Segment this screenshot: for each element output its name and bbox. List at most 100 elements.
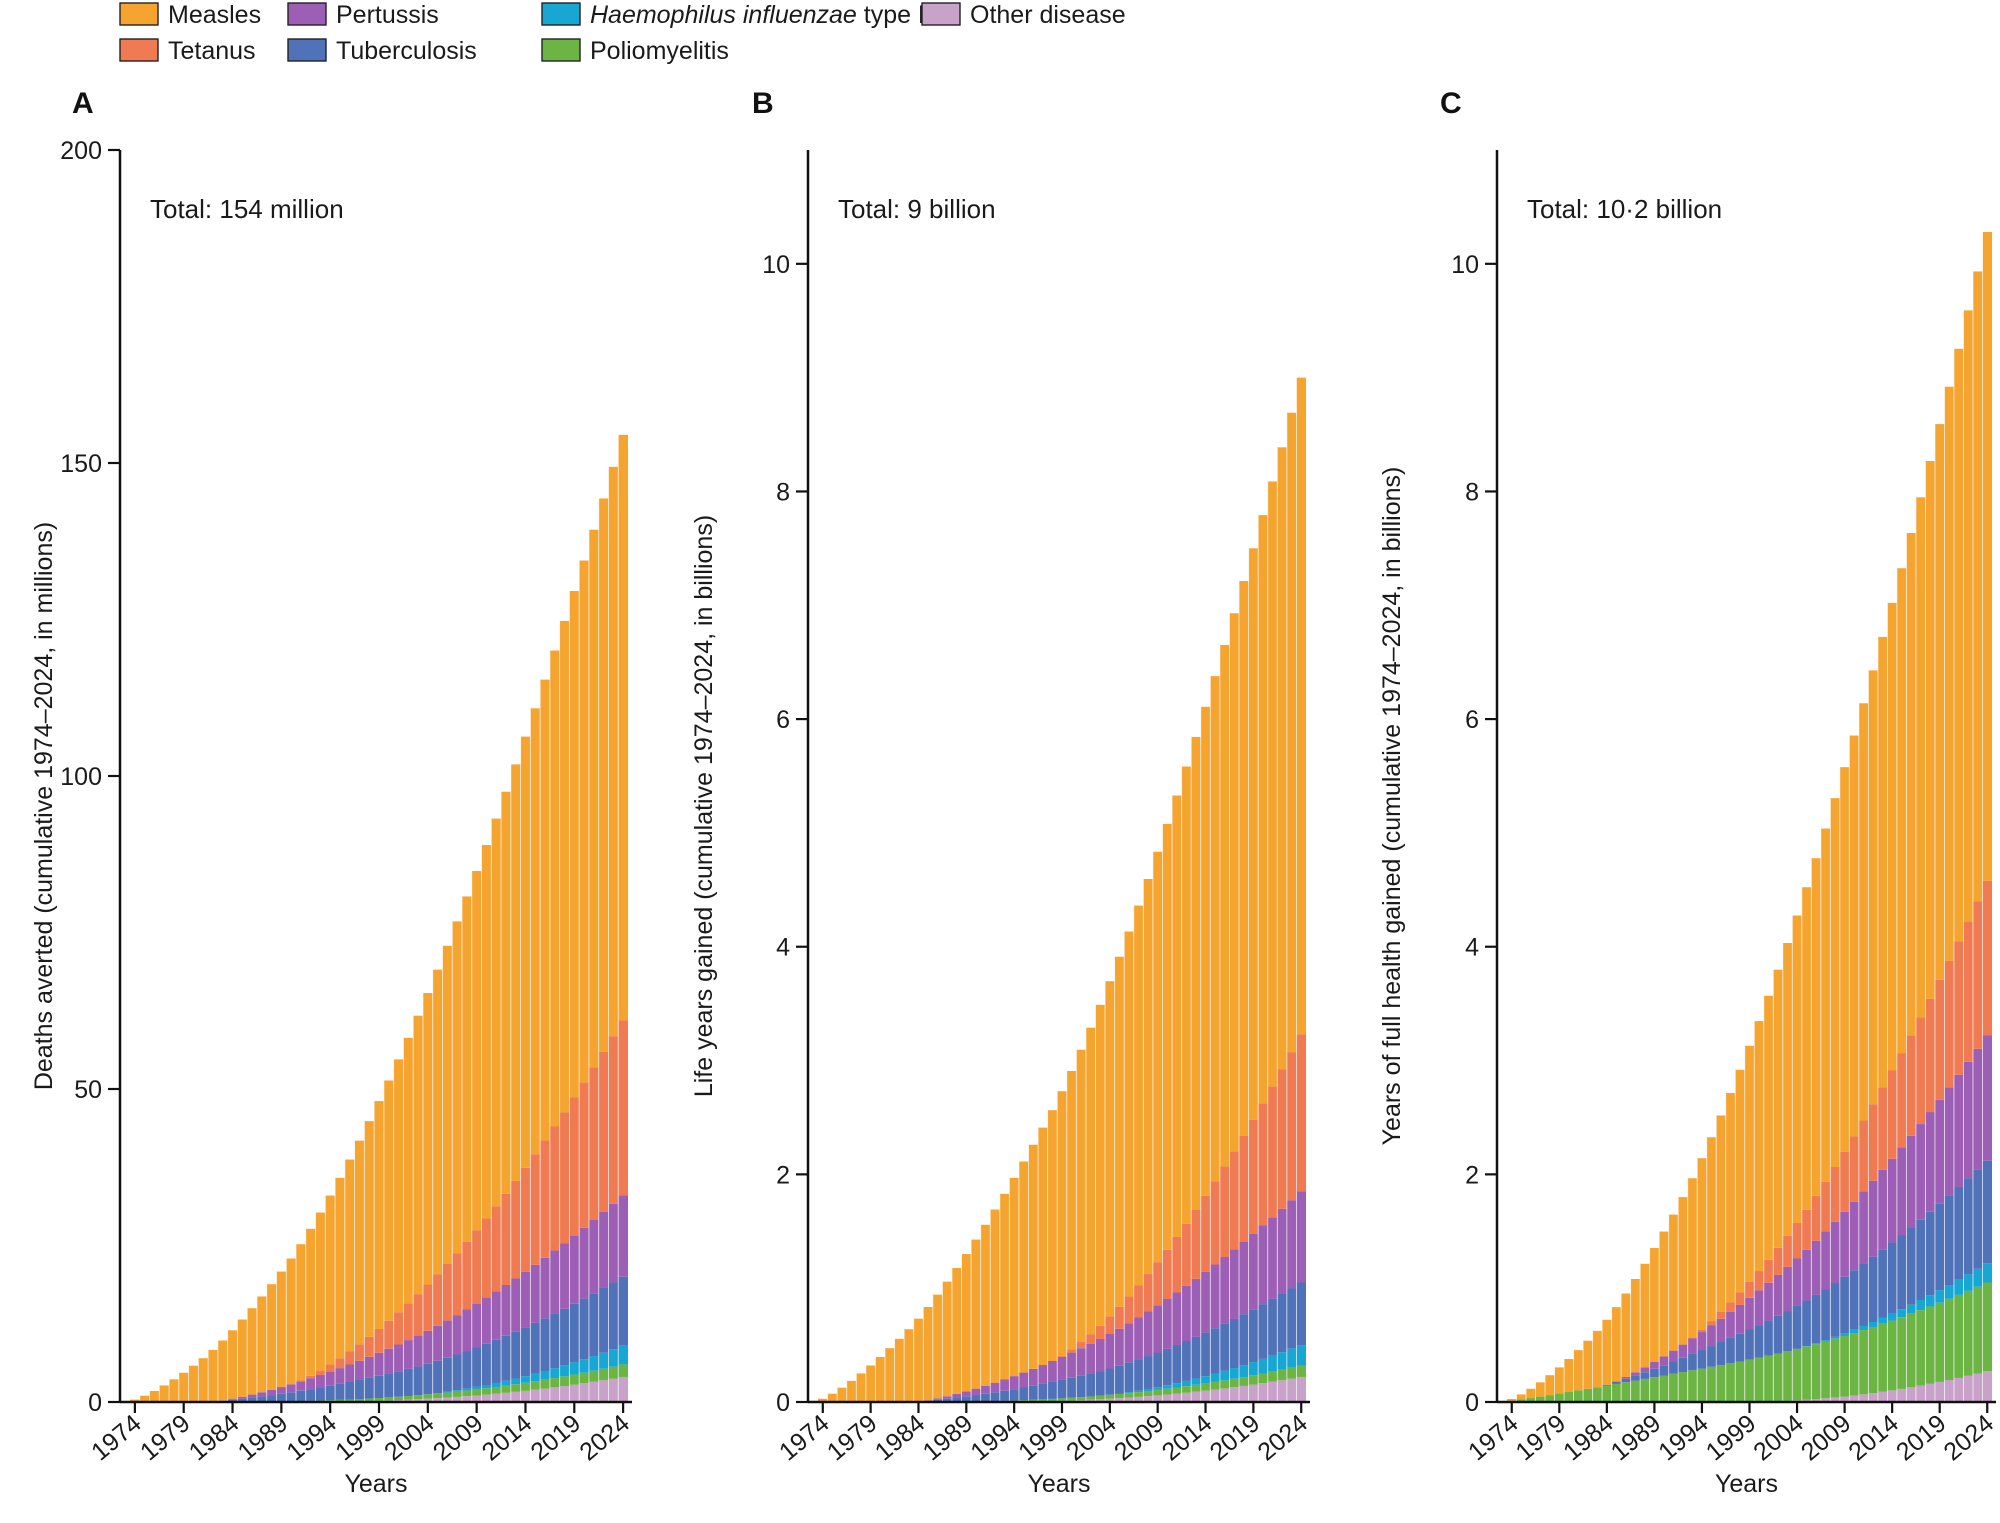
y-tick-label: 4: [1465, 934, 1479, 962]
bar-segment-polio-1997: [354, 1399, 365, 1402]
bar-segment-hib-2011: [1172, 1383, 1182, 1388]
bar-segment-measles-2018: [559, 620, 570, 1113]
x-tick-label: 1979: [822, 1409, 883, 1466]
bar-segment-measles-2021: [1953, 348, 1964, 942]
bar-segment-tuberculosis-2018: [1925, 1211, 1935, 1296]
bar-segment-tuberculosis-2009: [1839, 1276, 1850, 1334]
bar-segment-polio-2010: [481, 1388, 492, 1395]
bar-segment-tetanus-2014: [1887, 1070, 1897, 1159]
bar-segment-measles-2007: [452, 921, 462, 1254]
bar-segment-tetanus-2009: [471, 1230, 482, 1304]
bar-segment-tetanus-2001: [393, 1312, 404, 1345]
bar-segment-other-2011: [1172, 1393, 1182, 1402]
bar-segment-polio-2018: [1239, 1377, 1249, 1386]
bar-segment-measles-2000: [1754, 1021, 1764, 1272]
bar-segment-polio-2001: [1763, 1355, 1774, 1402]
bar-segment-tuberculosis-2021: [1267, 1298, 1278, 1356]
bar-segment-polio-2000: [1754, 1357, 1764, 1402]
bar-segment-polio-1986: [1621, 1382, 1631, 1402]
bar-segment-measles-2024: [618, 434, 628, 1021]
bar-segment-pertussis-2012: [1868, 1180, 1878, 1257]
bar-segment-hib-2024: [1296, 1345, 1306, 1366]
x-tick-label: 2024: [574, 1409, 635, 1466]
bar-segment-measles-1988: [266, 1284, 277, 1390]
bar-segment-measles-2017: [1915, 497, 1926, 1018]
bar-segment-measles-1996: [344, 1159, 355, 1352]
bar-segment-tuberculosis-2017: [1915, 1219, 1926, 1301]
bar-segment-polio-2002: [403, 1396, 414, 1400]
bar-segment-tetanus-2004: [1105, 1316, 1115, 1334]
legend-label-other: Other disease: [970, 1, 1126, 29]
bar-segment-tetanus-2020: [579, 1082, 589, 1228]
x-tick-label: 2009: [428, 1409, 489, 1466]
total-annotation-A: Total: 154 million: [150, 194, 344, 224]
bar-segment-measles-1995: [1018, 1161, 1029, 1373]
bar-segment-tetanus-2024: [618, 1020, 628, 1196]
bar-segment-measles-2004: [1792, 915, 1802, 1223]
bar-segment-other-2006: [1811, 1399, 1821, 1402]
bar-segment-pertussis-2022: [598, 1211, 609, 1288]
bar-segment-other-2012: [1181, 1392, 1192, 1402]
bar-segment-polio-2013: [1191, 1384, 1201, 1392]
bar-segment-pertussis-1998: [1047, 1361, 1058, 1382]
bar-segment-tetanus-2009: [1152, 1262, 1163, 1306]
bar-segment-measles-1987: [1630, 1278, 1641, 1373]
x-tick-label: 1984: [1558, 1409, 1619, 1466]
bar-segment-measles-1990: [286, 1258, 296, 1385]
bar-segment-tetanus-2023: [1972, 901, 1983, 1049]
bar-segment-pertussis-2016: [1906, 1135, 1916, 1228]
bar-segment-hib-2016: [1906, 1304, 1916, 1314]
bar-segment-tuberculosis-2019: [1934, 1203, 1945, 1291]
bar-segment-polio-2018: [559, 1376, 570, 1387]
bar-segment-measles-2001: [1076, 1049, 1086, 1343]
bar-segment-polio-2017: [1229, 1378, 1240, 1388]
bar-segment-pertussis-1992: [1678, 1344, 1688, 1358]
bar-segment-measles-1989: [276, 1271, 287, 1388]
bar-segment-other-2022: [1963, 1375, 1973, 1402]
bar-segment-tetanus-2012: [501, 1193, 511, 1286]
bar-segment-measles-1993: [999, 1193, 1010, 1380]
bar-segment-measles-1983: [217, 1340, 228, 1401]
x-tick-label: 1994: [1653, 1409, 1714, 1466]
bar-segment-pertussis-2022: [1277, 1208, 1287, 1294]
bar-segment-pertussis-2019: [569, 1235, 580, 1304]
bar-segment-tetanus-2000: [1066, 1349, 1077, 1353]
bar-segment-polio-2009: [1839, 1335, 1850, 1397]
bar-segment-tetanus-2020: [1258, 1103, 1268, 1226]
bar-segment-measles-1980: [1564, 1359, 1574, 1393]
bar-segment-other-2024: [1296, 1376, 1306, 1402]
bar-segment-measles-1992: [990, 1209, 1000, 1383]
bar-segment-tuberculosis-2013: [1877, 1249, 1888, 1318]
bar-segment-tuberculosis-1988: [1640, 1372, 1650, 1379]
bar-segment-polio-2014: [520, 1382, 531, 1391]
x-tick-label: 2009: [1796, 1409, 1857, 1466]
bar-segment-pertussis-2008: [1143, 1311, 1153, 1357]
bar-segment-tuberculosis-2014: [1887, 1242, 1897, 1314]
bar-segment-pertussis-2014: [520, 1271, 531, 1328]
bar-segment-hib-2006: [442, 1391, 453, 1393]
bar-segment-hib-2024: [618, 1345, 628, 1365]
bar-segment-tetanus-2022: [598, 1051, 609, 1212]
bar-segment-polio-1997: [1038, 1399, 1048, 1402]
bar-segment-pertussis-1989: [1649, 1361, 1660, 1369]
bar-segment-measles-2004: [1105, 981, 1115, 1317]
bar-segment-tuberculosis-1989: [276, 1393, 287, 1402]
bar-segment-tuberculosis-2014: [1200, 1332, 1211, 1377]
bar-segment-other-2004: [422, 1398, 433, 1402]
bar-segment-polio-2008: [1143, 1391, 1153, 1397]
bar-segment-tuberculosis-2001: [393, 1371, 404, 1397]
bar-segment-tetanus-2002: [1085, 1334, 1096, 1344]
bar-segment-tetanus-2004: [1792, 1222, 1802, 1259]
bar-segment-measles-1974: [1507, 1399, 1517, 1401]
bar-segment-polio-1994: [1697, 1368, 1707, 1402]
bar-segment-other-2006: [442, 1397, 453, 1402]
bar-segment-other-2003: [1095, 1399, 1106, 1402]
legend-item-measles: Measles: [119, 1, 261, 29]
bar-segment-pertussis-1991: [296, 1381, 306, 1391]
bar-segment-pertussis-2004: [422, 1330, 433, 1364]
bar-segment-polio-2002: [1085, 1396, 1096, 1400]
bar-segment-tetanus-1993: [315, 1370, 326, 1375]
bar-segment-tuberculosis-2022: [1963, 1178, 1973, 1275]
bar-segment-tetanus-2016: [1219, 1166, 1230, 1258]
bar-segment-tetanus-2010: [1849, 1136, 1859, 1202]
